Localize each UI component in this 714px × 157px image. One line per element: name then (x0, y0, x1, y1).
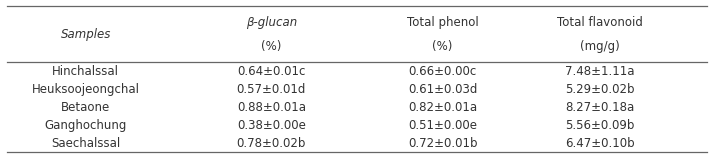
Text: 5.29±0.02b: 5.29±0.02b (565, 83, 635, 96)
Text: Heuksoojeongchal: Heuksoojeongchal (31, 83, 140, 96)
Text: 0.64±0.01c: 0.64±0.01c (237, 65, 306, 78)
Text: (%): (%) (261, 40, 281, 53)
Text: Total phenol: Total phenol (407, 16, 478, 29)
Text: 0.88±0.01a: 0.88±0.01a (237, 101, 306, 114)
Text: β-glucan: β-glucan (246, 16, 297, 29)
Text: 0.78±0.02b: 0.78±0.02b (236, 137, 306, 150)
Text: (mg/g): (mg/g) (580, 40, 620, 53)
Text: 0.82±0.01a: 0.82±0.01a (408, 101, 477, 114)
Text: Ganghochung: Ganghochung (44, 119, 127, 132)
Text: 0.66±0.00c: 0.66±0.00c (408, 65, 477, 78)
Text: 0.38±0.00e: 0.38±0.00e (237, 119, 306, 132)
Text: 5.56±0.09b: 5.56±0.09b (565, 119, 635, 132)
Text: Hinchalssal: Hinchalssal (52, 65, 119, 78)
Text: 0.61±0.03d: 0.61±0.03d (408, 83, 478, 96)
Text: Betaone: Betaone (61, 101, 110, 114)
Text: 0.57±0.01d: 0.57±0.01d (236, 83, 306, 96)
Text: 8.27±0.18a: 8.27±0.18a (565, 101, 634, 114)
Text: 0.51±0.00e: 0.51±0.00e (408, 119, 477, 132)
Text: 7.48±1.11a: 7.48±1.11a (565, 65, 635, 78)
Text: Saechalssal: Saechalssal (51, 137, 120, 150)
Text: (%): (%) (433, 40, 453, 53)
Text: Total flavonoid: Total flavonoid (557, 16, 643, 29)
Text: 0.72±0.01b: 0.72±0.01b (408, 137, 478, 150)
Text: Samples: Samples (61, 28, 111, 41)
Text: 6.47±0.10b: 6.47±0.10b (565, 137, 635, 150)
